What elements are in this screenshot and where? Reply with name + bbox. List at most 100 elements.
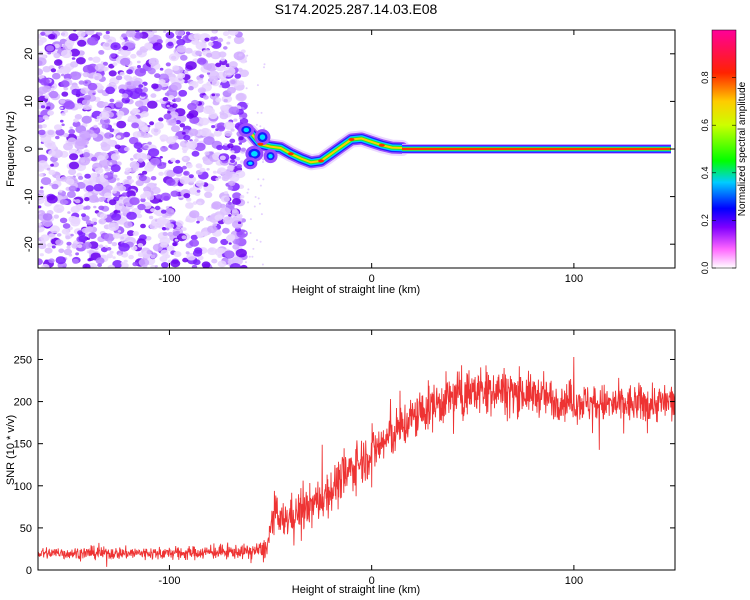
noise-blob	[52, 72, 61, 80]
noise-blob	[131, 245, 138, 251]
noise-blob	[111, 213, 122, 221]
noise-blob	[119, 185, 127, 191]
transition-blob	[251, 151, 258, 157]
noise-blob	[260, 111, 263, 114]
noise-blob	[246, 54, 249, 57]
noise-blob	[216, 144, 224, 151]
noise-blob	[125, 167, 132, 173]
snr-series-line	[38, 356, 675, 567]
noise-blob	[140, 223, 146, 229]
noise-blob	[227, 186, 233, 191]
noise-blob	[77, 39, 87, 47]
colorbar-tick-label: 0.2	[700, 214, 710, 227]
noise-blob	[203, 136, 215, 146]
noise-blob	[263, 66, 265, 69]
noise-blob	[74, 141, 86, 150]
noise-blob	[61, 91, 69, 97]
noise-blob	[175, 220, 184, 227]
noise-blob	[68, 129, 76, 135]
noise-blob	[206, 63, 218, 72]
noise-blob	[230, 128, 235, 132]
noise-blob	[143, 186, 152, 193]
snr-x-ticks: -100 0 100	[158, 330, 583, 587]
noise-blob	[175, 97, 182, 103]
noise-blob	[185, 251, 190, 255]
noise-blob	[111, 242, 118, 247]
noise-blob	[170, 259, 181, 268]
noise-blob	[207, 225, 217, 234]
noise-blob	[75, 103, 84, 109]
noise-blob	[68, 185, 77, 192]
noise-blob	[263, 127, 265, 130]
noise-blob	[79, 130, 90, 140]
noise-blob	[84, 30, 95, 36]
noise-blob	[65, 235, 71, 240]
noise-blob	[108, 63, 115, 69]
noise-blob	[168, 119, 177, 126]
noise-blob	[90, 68, 96, 73]
noise-blob	[71, 243, 79, 249]
noise-blob	[87, 192, 93, 197]
noise-blob	[222, 31, 230, 37]
y-tick-label: 10	[23, 95, 35, 107]
noise-blob	[258, 202, 261, 205]
noise-blob	[227, 143, 234, 149]
noise-blob	[212, 170, 217, 174]
noise-blob	[217, 125, 226, 132]
noise-blob	[127, 230, 135, 237]
noise-blob	[88, 57, 94, 61]
noise-blob	[81, 213, 86, 218]
noise-blob	[69, 126, 73, 130]
noise-blob	[189, 210, 200, 219]
noise-blob	[183, 157, 187, 160]
noise-blob	[217, 254, 223, 259]
noise-blob	[63, 100, 75, 110]
noise-blob	[128, 254, 134, 260]
noise-blob	[179, 123, 186, 128]
noise-blob	[195, 180, 205, 188]
noise-blob	[87, 82, 98, 91]
noise-blob	[97, 263, 102, 267]
noise-blob	[195, 50, 203, 56]
noise-blob	[185, 61, 197, 70]
noise-blob	[134, 87, 143, 94]
noise-blob	[182, 131, 186, 135]
noise-blob	[257, 197, 260, 200]
noise-blob	[105, 86, 115, 95]
noise-blob	[232, 198, 241, 205]
noise-blob	[247, 201, 249, 204]
noise-blob	[202, 156, 209, 162]
noise-blob	[132, 261, 138, 267]
noise-blob	[81, 99, 90, 106]
noise-blob	[188, 174, 194, 179]
noise-blob	[142, 190, 152, 198]
noise-blob	[216, 71, 227, 80]
noise-blob	[85, 205, 91, 210]
noise-blob	[47, 110, 55, 116]
noise-blob	[42, 213, 53, 221]
noise-blob	[91, 217, 98, 222]
noise-blob	[146, 249, 153, 255]
noise-blob	[59, 217, 68, 224]
noise-blob	[199, 117, 210, 126]
noise-blob	[256, 239, 258, 242]
noise-blob	[194, 138, 199, 142]
spectrogram-marks	[38, 30, 671, 268]
noise-blob	[64, 40, 75, 48]
noise-blob	[112, 260, 123, 268]
noise-blob	[54, 43, 60, 49]
noise-blob	[204, 191, 213, 198]
noise-blob	[132, 131, 142, 138]
noise-blob	[53, 52, 61, 59]
y-tick-label: 50	[20, 523, 32, 535]
noise-blob	[230, 150, 235, 154]
transition-blob	[243, 127, 250, 133]
noise-blob	[165, 31, 175, 39]
noise-blob	[131, 122, 140, 129]
noise-blob	[160, 209, 167, 214]
noise-blob	[261, 263, 264, 266]
noise-blob	[38, 86, 48, 95]
noise-blob	[104, 245, 108, 248]
noise-blob	[154, 122, 164, 130]
noise-blob	[209, 75, 218, 83]
